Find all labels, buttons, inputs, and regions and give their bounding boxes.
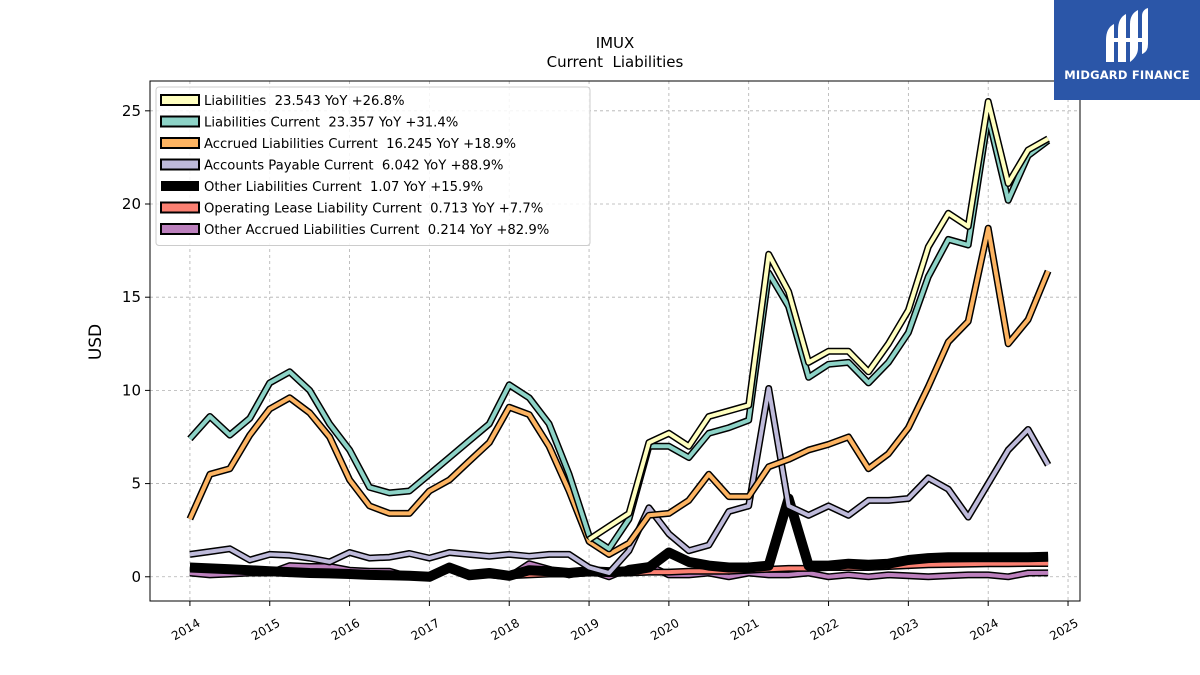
legend-swatch	[160, 223, 200, 235]
legend-label: Liabilities 23.543 YoY +26.8%	[204, 94, 405, 109]
legend-swatch	[160, 158, 200, 171]
logo-text: MIDGARD FINANCE	[1064, 68, 1190, 82]
y-tick-label: 25	[122, 102, 141, 120]
legend-label: Operating Lease Liability Current 0.713 …	[204, 202, 543, 217]
legend-label: Accounts Payable Current 6.042 YoY +88.9…	[204, 159, 503, 174]
series-line-stroke	[189, 386, 1050, 575]
x-tick-label: 2016	[329, 616, 362, 643]
x-tick-label: 2022	[808, 616, 841, 643]
x-tick-label: 2023	[888, 616, 921, 643]
plot-area	[149, 80, 1081, 602]
legend-label: Liabilities Current 23.357 YoY +31.4%	[204, 116, 458, 131]
legend-box	[155, 86, 591, 246]
legend-swatch	[160, 94, 200, 106]
legend-label: Other Liabilities Current 1.07 YoY +15.9…	[204, 180, 483, 195]
x-tick-label: 2015	[249, 616, 282, 643]
series-line-stroke	[588, 99, 1050, 542]
chart-title: IMUX	[596, 34, 635, 52]
legend-swatch	[160, 137, 200, 149]
x-tick-label: 2020	[648, 616, 681, 643]
legend-entry: Other Accrued Liabilities Current 0.214 …	[160, 223, 549, 238]
legend-label: Other Accrued Liabilities Current 0.214 …	[204, 223, 549, 238]
series-line-stroke	[188, 226, 1050, 557]
legend-swatch	[161, 181, 199, 191]
legend-entry: Accounts Payable Current 6.042 YoY +88.9…	[160, 158, 503, 174]
y-axis-label: USD	[86, 324, 106, 360]
x-tick-label: 2021	[728, 616, 761, 643]
x-tick-label: 2017	[409, 616, 442, 643]
chart-subtitle: Current Liabilities	[547, 53, 684, 71]
legend: Liabilities 23.543 YoY +26.8% Liabilities…	[155, 86, 591, 246]
series-line-stroke	[189, 495, 1049, 581]
legend-entry: Accrued Liabilities Current 16.245 YoY +…	[160, 137, 516, 152]
x-tick-label: 2014	[169, 616, 202, 643]
logo-mark-icon	[1106, 8, 1148, 62]
legend-swatch	[160, 115, 200, 128]
x-tick-label: 2019	[568, 616, 601, 643]
y-tick-label: 5	[131, 475, 141, 493]
series-line	[189, 385, 1052, 577]
series-lines	[186, 98, 1052, 582]
y-tick-label: 20	[122, 195, 141, 213]
legend-entry: Liabilities 23.543 YoY +26.8%	[160, 94, 405, 109]
legend-label: Accrued Liabilities Current 16.245 YoY +…	[204, 137, 516, 152]
legend-entry: Other Liabilities Current 1.07 YoY +15.9…	[161, 180, 483, 195]
series-line	[189, 493, 1049, 582]
series-line	[186, 224, 1052, 558]
series-line	[587, 98, 1050, 543]
y-tick-label: 0	[131, 568, 141, 586]
midgard-finance-logo: MIDGARD FINANCE	[1054, 0, 1200, 100]
legend-entry: Liabilities Current 23.357 YoY +31.4%	[160, 115, 458, 131]
series-line	[187, 112, 1051, 553]
y-tick-label: 10	[122, 381, 141, 399]
y-tick-label: 15	[122, 288, 141, 306]
series-line-stroke	[188, 114, 1050, 551]
legend-swatch	[160, 201, 200, 214]
x-tick-label: 2024	[967, 616, 1000, 643]
x-tick-label: 2018	[489, 616, 522, 643]
x-tick-label: 2025	[1047, 616, 1080, 643]
legend-entry: Operating Lease Liability Current 0.713 …	[160, 201, 543, 217]
